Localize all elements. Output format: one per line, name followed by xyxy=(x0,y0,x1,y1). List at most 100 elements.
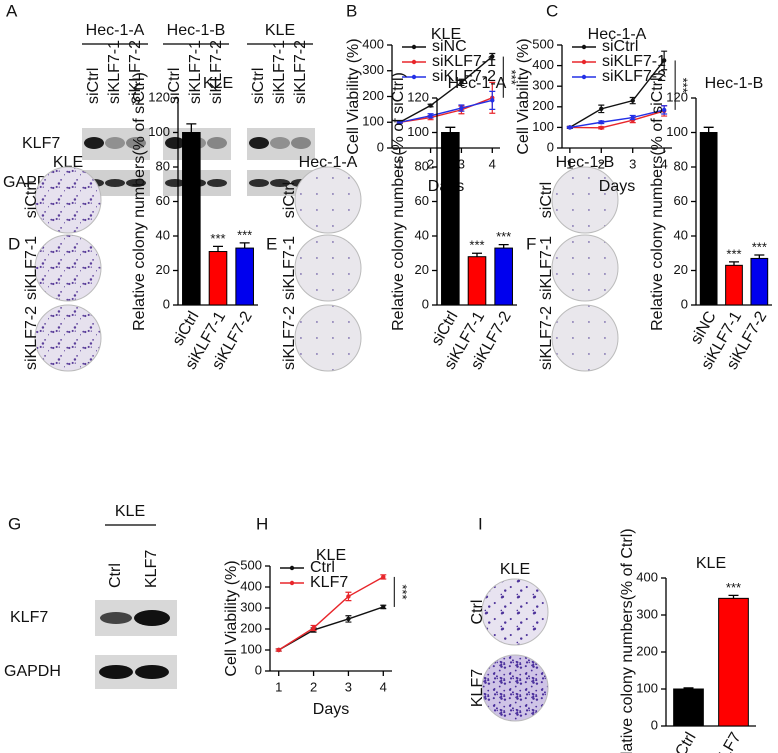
error-bar xyxy=(754,254,765,259)
data-point xyxy=(661,107,667,113)
y-tick-label: 20 xyxy=(415,262,429,277)
colony-plate xyxy=(294,304,362,372)
plate-label: siKLF7-2 xyxy=(281,306,298,370)
x-tick-label: 1 xyxy=(275,679,282,694)
plate-label: siCtrl xyxy=(23,182,40,218)
error-bar xyxy=(498,243,509,249)
plate-label: siKLF7-2 xyxy=(23,306,40,370)
y-tick-label: 60 xyxy=(415,193,429,208)
significance-label: *** xyxy=(726,246,741,261)
error-bar xyxy=(239,242,250,249)
y-axis-label: Cell Viability (%) xyxy=(345,38,362,154)
plate-title: KLE xyxy=(500,561,530,578)
row-label: KLF7 xyxy=(10,609,48,626)
colony-plate xyxy=(34,304,102,372)
cell-line-label: KLE xyxy=(265,22,295,39)
y-tick-label: 0 xyxy=(422,296,429,311)
data-point xyxy=(599,125,604,131)
panel-letter: E xyxy=(266,234,277,253)
band xyxy=(134,610,170,626)
y-axis-label: Relative colony numbers(% of Ctrl) xyxy=(619,528,636,753)
y-tick-label: 100 xyxy=(532,119,554,134)
cell-line-label: KLE xyxy=(115,503,145,520)
significance-label: *** xyxy=(726,580,741,595)
data-point xyxy=(459,80,464,85)
data-point xyxy=(381,604,386,610)
significance-label: *** xyxy=(395,584,410,599)
x-tick-label: 1 xyxy=(566,156,573,171)
band xyxy=(126,179,146,187)
bar xyxy=(182,132,201,306)
colony-plate xyxy=(551,234,619,302)
legend-marker xyxy=(411,59,417,65)
series-line xyxy=(569,60,665,129)
data-point xyxy=(276,647,281,653)
data-point xyxy=(346,594,351,599)
bar xyxy=(494,247,513,306)
plate-label: siKLF7-2 xyxy=(538,306,555,370)
chart-title: KLE xyxy=(203,75,233,92)
legend-label: KLF7 xyxy=(310,574,348,591)
lane-label: Ctrl xyxy=(107,563,124,588)
y-tick-label: 80 xyxy=(156,158,170,173)
legend-label: Ctrl xyxy=(310,559,335,576)
band xyxy=(135,665,169,679)
chart-title: Hec-1-A xyxy=(588,26,647,43)
plate-label: Ctrl xyxy=(469,600,486,625)
band xyxy=(207,137,227,149)
lane-label: KLF7 xyxy=(143,550,160,588)
lane-label: siKLF7-2 xyxy=(292,40,309,104)
colony-plate xyxy=(481,654,549,722)
plate-title: KLE xyxy=(53,154,83,171)
band xyxy=(126,137,146,149)
error-bar xyxy=(186,123,197,133)
y-tick-label: 100 xyxy=(636,680,658,695)
data-point xyxy=(381,574,386,580)
panel-letter: G xyxy=(8,514,21,533)
colony-plate xyxy=(34,234,102,302)
y-tick-label: 120 xyxy=(666,89,688,104)
row-label: KLF7 xyxy=(22,135,60,152)
legend-label: siNC xyxy=(432,38,467,55)
legend-marker xyxy=(581,59,587,65)
lane-label: siKLF7-1 xyxy=(271,40,288,104)
x-tick-label: 2 xyxy=(427,156,434,171)
y-tick-label: 200 xyxy=(532,98,554,113)
legend-label: siKLF7-2 xyxy=(602,68,666,85)
lane-label: siCtrl xyxy=(166,68,183,104)
legend-marker xyxy=(289,580,295,586)
y-tick-label: 100 xyxy=(666,124,688,139)
y-tick-label: 400 xyxy=(240,578,262,593)
data-point xyxy=(630,98,635,103)
significance-label: *** xyxy=(752,239,767,254)
colony-plate xyxy=(481,578,549,646)
legend-marker xyxy=(411,74,417,80)
data-point xyxy=(661,58,667,63)
data-point xyxy=(630,115,635,120)
plate-label: KLF7 xyxy=(469,669,486,707)
error-bar xyxy=(728,594,739,599)
panel-letter: C xyxy=(546,1,558,20)
plate-label: siKLF7-1 xyxy=(538,236,555,300)
band xyxy=(291,137,311,149)
legend-marker xyxy=(581,44,587,50)
legend-label: siKLF7-2 xyxy=(432,68,496,85)
plate-label: siKLF7-1 xyxy=(281,236,298,300)
legend-label: siKLF7-1 xyxy=(602,53,666,70)
series-line xyxy=(399,56,493,123)
data-point xyxy=(428,113,433,119)
y-axis-label: Relative colony numbers(% of siCtrl) xyxy=(131,72,148,331)
y-tick-label: 40 xyxy=(674,227,688,242)
row-label: GAPDH xyxy=(4,663,61,680)
y-axis-label: Cell Viability (%) xyxy=(223,560,240,676)
panel-letter: D xyxy=(8,234,20,253)
y-tick-label: 300 xyxy=(240,599,262,614)
y-tick-label: 120 xyxy=(407,89,429,104)
data-point xyxy=(599,106,604,112)
x-tick-label: 4 xyxy=(489,156,496,171)
y-tick-label: 60 xyxy=(674,193,688,208)
x-tick-label: 3 xyxy=(345,679,352,694)
bar xyxy=(673,688,704,727)
x-tick-label: 2 xyxy=(598,156,605,171)
